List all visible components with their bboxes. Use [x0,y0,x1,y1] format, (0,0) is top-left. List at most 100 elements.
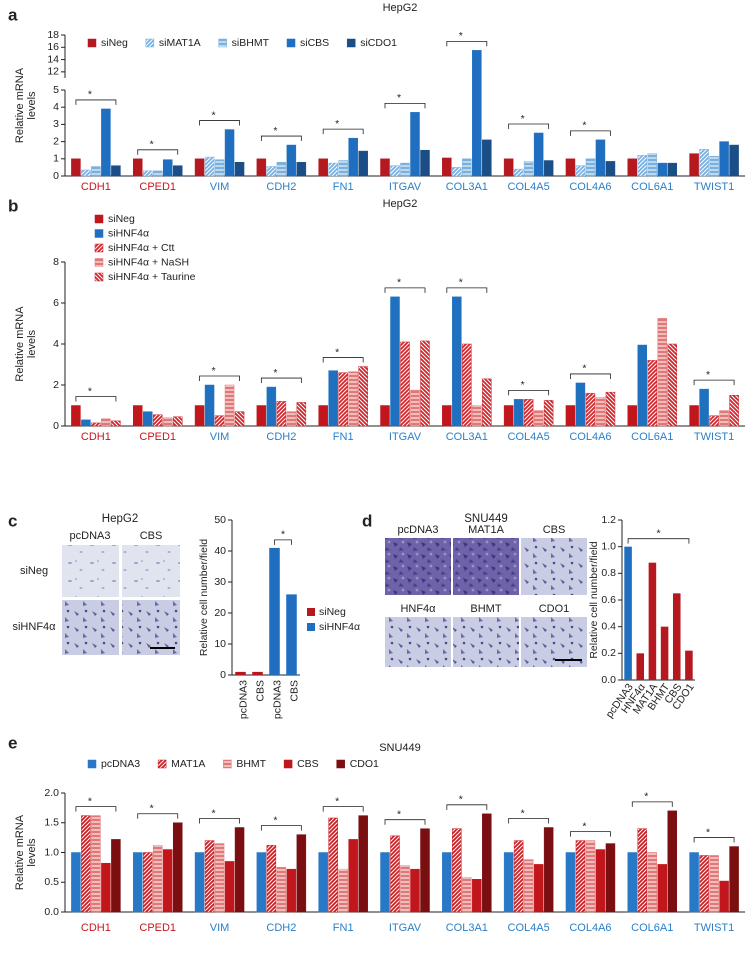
bar [442,405,452,427]
bar [689,852,699,913]
significance-bracket [260,377,302,384]
y-tick-label: 4 [53,101,59,113]
bar [565,852,576,913]
significance-label: * [211,807,215,819]
bar [296,834,307,913]
bar [204,840,215,913]
bar [647,360,658,427]
significance-bracket [199,818,240,824]
significance-bracket [627,538,690,544]
y-tick-label: 0.2 [601,647,616,659]
y-axis-label: Relative cell number/field [198,539,210,656]
image-label: CDO1 [539,603,570,615]
y-tick-label: 16 [47,41,59,53]
bar [452,167,462,177]
x-tick-label: CDH1 [81,922,111,934]
bar [194,405,205,427]
panel-letter: b [8,196,18,215]
bar [637,828,648,913]
bar [685,650,693,680]
x-tick-label: FN1 [333,922,354,934]
significance-label: * [582,363,586,375]
x-tick-label: COL4A6 [569,431,611,443]
bar [152,170,163,177]
bar [71,852,81,913]
bar [575,840,586,913]
y-tick-label: 40 [214,545,226,557]
significance-bracket [199,120,240,126]
significance-bracket [384,287,426,293]
chart-title: SNU449 [379,742,421,754]
bar [234,411,245,427]
bar [234,161,245,177]
bar [348,137,358,177]
legend-swatch [336,759,345,769]
bar [709,855,719,913]
bar [162,849,173,913]
micrograph [521,538,587,595]
image-column-label: pcDNA3 [70,530,111,542]
bar [462,158,472,177]
x-tick-label: CDH1 [81,431,111,443]
bar [672,593,681,680]
y-tick-label: 30 [214,576,226,588]
legend-label: CDO1 [350,758,379,770]
bar [111,420,121,427]
significance-bracket [75,99,117,105]
significance-label: * [397,808,401,820]
significance-label: * [211,365,215,377]
image-title: HepG2 [102,513,138,525]
legend-label: siHNF4α + Ctt [108,242,175,254]
legend-label: BHMT [236,758,266,770]
y-tick-label: 3 [53,118,59,130]
significance-label: * [521,807,525,819]
significance-bracket [693,379,735,386]
bar [699,149,709,177]
significance-bracket [199,375,240,381]
bar [660,626,669,680]
x-tick-label: COL3A1 [446,431,488,443]
x-tick-label: TWIST1 [694,181,734,193]
bar [627,158,638,177]
bar [543,827,554,913]
y-tick-label: 14 [47,53,59,65]
significance-bracket [137,149,179,155]
legend-label: MAT1A [171,758,205,770]
significance-bracket [570,373,611,379]
micrograph [453,617,519,667]
bar [358,815,368,913]
significance-label: * [335,795,339,807]
bar [472,879,482,913]
x-tick-label: CDH2 [266,922,296,934]
significance-label: * [397,92,401,104]
bar [101,862,111,913]
significance-label: * [88,89,92,101]
x-tick-label: COL3A1 [446,181,488,193]
image-row-label: siHNF4α [12,621,56,633]
legend-label: siMAT1A [159,37,201,49]
micrograph [122,600,180,655]
bar [400,865,410,913]
micrograph [62,600,119,655]
bar [648,562,657,680]
bar [256,852,267,913]
x-tick-label: FN1 [333,431,354,443]
bar [71,405,81,427]
y-tick-label: 1 [53,153,59,165]
legend-swatch [94,214,104,224]
bar [420,828,430,913]
bar [380,405,390,427]
bar [142,852,153,913]
bar [513,840,524,913]
bar [348,839,358,913]
significance-bracket [570,831,611,837]
bar [286,144,297,177]
y-tick-label: 2 [53,135,59,147]
legend-swatch [94,258,104,267]
bar [657,864,668,913]
bar [132,158,143,177]
y-axis-label: Relative mRNA [14,67,26,143]
y-tick-label: 0.4 [601,620,616,632]
image-column-label: CBS [140,530,163,542]
